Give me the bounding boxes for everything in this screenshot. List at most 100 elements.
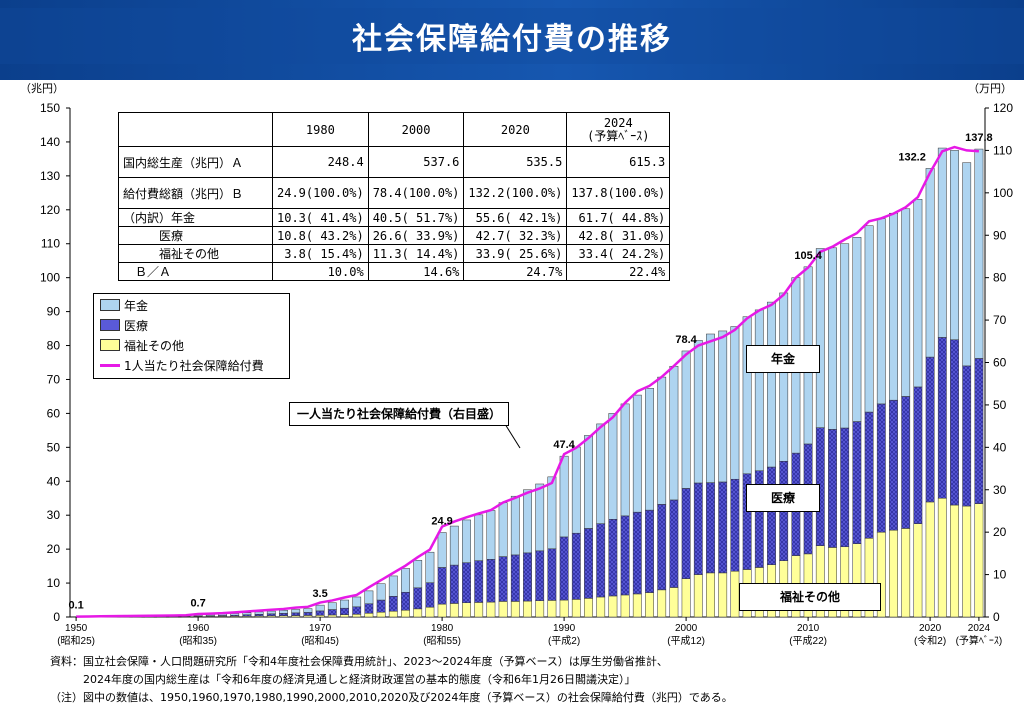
bar-medical bbox=[510, 554, 520, 602]
legend-swatch bbox=[100, 299, 120, 311]
bar-pension bbox=[767, 301, 776, 468]
bar-welfare bbox=[669, 587, 679, 618]
legend-item-per-capita: 1人当たり社会保障給付費 bbox=[100, 358, 264, 373]
summary-table: 1980 2000 2020 2024 (予算ﾍﾞｰｽ) 国内総生産（兆円）Ａ … bbox=[118, 112, 671, 281]
x-tick-label: 1990 bbox=[553, 623, 576, 634]
bar-pension bbox=[547, 476, 557, 550]
bar-medical bbox=[437, 567, 447, 605]
bar-welfare bbox=[315, 615, 325, 618]
bar-medical bbox=[925, 356, 935, 503]
right-tick-label: 50 bbox=[993, 398, 1007, 412]
bar-medical bbox=[352, 606, 362, 615]
x-tick-sublabel: (昭和45) bbox=[301, 635, 339, 647]
left-tick-label: 90 bbox=[47, 305, 61, 319]
total-data-label: 3.5 bbox=[312, 588, 327, 600]
right-tick-label: 80 bbox=[993, 271, 1007, 285]
x-tick-label: 1950 bbox=[65, 623, 88, 634]
bar-pension bbox=[340, 599, 349, 609]
bar-medical bbox=[693, 482, 703, 575]
table-cell: 医療 bbox=[118, 226, 273, 245]
right-tick-label: 60 bbox=[993, 356, 1007, 370]
bar-welfare bbox=[486, 601, 496, 618]
table-cell: 24.9(100.0%) bbox=[272, 177, 369, 209]
table-header-row: 1980 2000 2020 2024 (予算ﾍﾞｰｽ) bbox=[118, 112, 671, 147]
bar-medical bbox=[767, 466, 776, 565]
table-cell: 537.6 bbox=[367, 146, 465, 178]
x-tick-label: 1970 bbox=[309, 623, 332, 634]
bar-medical bbox=[535, 550, 545, 601]
x-tick-sublabel: (昭和55) bbox=[423, 635, 461, 647]
bar-pension bbox=[828, 247, 837, 430]
total-data-label: 0.1 bbox=[68, 600, 83, 612]
bar-welfare bbox=[645, 592, 654, 618]
bar-medical bbox=[828, 429, 837, 548]
total-data-label: 24.9 bbox=[431, 516, 452, 528]
bar-welfare bbox=[559, 599, 569, 618]
left-tick-label: 120 bbox=[40, 203, 60, 217]
bar-pension bbox=[681, 350, 691, 489]
left-tick-label: 60 bbox=[47, 406, 61, 420]
table-cell: 615.3 bbox=[566, 146, 671, 178]
left-tick-label: 10 bbox=[47, 576, 61, 590]
bar-medical bbox=[364, 603, 374, 614]
table-cell: 535.5 bbox=[463, 146, 568, 178]
bar-medical bbox=[950, 339, 959, 506]
right-tick-label: 90 bbox=[993, 228, 1007, 242]
bar-medical bbox=[388, 596, 398, 612]
legend-swatch bbox=[100, 339, 120, 351]
table-cell: 国内総生産（兆円）Ａ bbox=[118, 146, 273, 178]
table-row: 国内総生産（兆円）Ａ 248.4 537.6 535.5 615.3 bbox=[118, 146, 671, 178]
bar-pension bbox=[742, 316, 752, 475]
bar-pension bbox=[901, 208, 911, 397]
bar-medical bbox=[327, 609, 337, 616]
x-tick-sublabel: (平成2) bbox=[548, 635, 580, 647]
bar-welfare bbox=[425, 606, 435, 618]
legend-label: 医療 bbox=[124, 318, 149, 333]
bar-welfare bbox=[693, 574, 703, 618]
bar-medical bbox=[632, 511, 642, 595]
x-tick-sublabel: (昭和25) bbox=[57, 635, 95, 647]
left-tick-label: 100 bbox=[40, 271, 60, 285]
bar-welfare bbox=[632, 593, 642, 618]
bar-welfare bbox=[364, 613, 374, 618]
bar-welfare bbox=[327, 614, 337, 618]
bar-medical bbox=[401, 591, 410, 611]
bar-pension bbox=[242, 612, 252, 616]
right-tick-label: 20 bbox=[993, 525, 1007, 539]
bar-welfare bbox=[974, 503, 984, 618]
bar-pension bbox=[388, 575, 398, 597]
bar-welfare bbox=[449, 603, 459, 618]
bar-pension bbox=[669, 365, 679, 501]
table-row: （内訳）年金 10.3( 41.4%) 40.5( 51.7%) 55.6( 4… bbox=[118, 208, 671, 227]
x-tick-label: 2010 bbox=[797, 623, 820, 634]
bar-welfare bbox=[913, 523, 923, 618]
bar-pension bbox=[974, 148, 984, 359]
right-tick-label: 40 bbox=[993, 440, 1007, 454]
bar-medical bbox=[425, 582, 435, 608]
source-line: 資料：国立社会保障・人口問題研究所「令和4年度社会保障費用統計」、2023～20… bbox=[50, 655, 668, 668]
bar-medical bbox=[889, 399, 898, 531]
bar-pension bbox=[315, 604, 325, 612]
bar-pension bbox=[510, 495, 520, 556]
table-header-cell: 2020 bbox=[463, 112, 568, 147]
table-cell: 給付費総額（兆円）Ｂ bbox=[118, 177, 273, 209]
x-tick-label: 2024 bbox=[968, 623, 991, 634]
bar-pension bbox=[462, 519, 471, 563]
table-row: Ｂ／Ａ 10.0% 14.6% 24.7% 22.4% bbox=[118, 262, 671, 281]
chart-legend: 年金 医療 福祉その他 1人当たり社会保障給付費 bbox=[93, 293, 290, 379]
table-cell: 42.7( 32.3%) bbox=[463, 226, 568, 245]
table-header-cell bbox=[118, 112, 273, 147]
legend-label: 1人当たり社会保障給付費 bbox=[124, 358, 264, 373]
bar-pension bbox=[730, 326, 740, 480]
bar-pension bbox=[559, 455, 569, 538]
bar-pension bbox=[352, 596, 362, 608]
bar-welfare bbox=[352, 614, 362, 618]
bar-welfare bbox=[681, 578, 691, 618]
bar-medical bbox=[266, 613, 276, 617]
bar-welfare bbox=[413, 608, 423, 618]
bar-welfare bbox=[596, 596, 606, 618]
bar-welfare bbox=[498, 601, 508, 618]
table-cell: 3.8( 15.4%) bbox=[272, 244, 369, 263]
bar-pension bbox=[401, 568, 410, 593]
table-header-cell: 1980 bbox=[272, 112, 369, 147]
